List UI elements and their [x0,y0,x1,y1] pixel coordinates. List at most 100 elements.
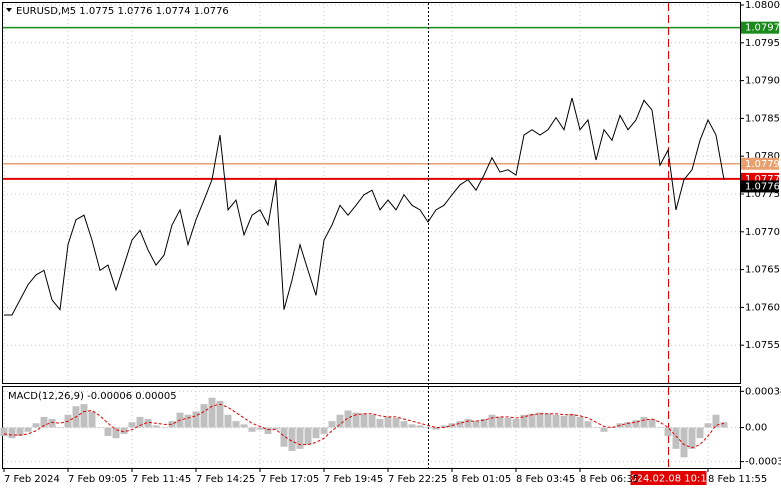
macd-bar [80,404,88,428]
macd-bar [168,421,176,428]
price-level-box [741,157,779,170]
macd-bar [488,414,496,428]
x-tick-label: 7 Feb 14:25 [196,474,255,485]
macd-bar [288,427,296,451]
macd-bar [464,419,472,428]
macd-bar [48,419,56,428]
macd-bar [528,413,536,428]
macd-bar [552,414,560,428]
macd-bar [640,416,648,428]
macd-bar [480,419,488,428]
macd-bar [128,422,136,428]
x-tick-label: 7 Feb 09:05 [68,474,127,485]
macd-bar [0,427,8,437]
macd-bar [688,427,696,449]
y-tick-label: -0.00032 [745,457,781,468]
x-tick-label: 7 Feb 19:45 [324,474,383,485]
macd-bar [184,414,192,428]
macd-bar [376,419,384,428]
macd-bar [400,421,408,428]
macd-bar [160,427,168,429]
x-tick-label: 7 Feb 17:05 [260,474,319,485]
signal-line [3,403,725,449]
price-level-label: 1.0779 [745,159,780,170]
macd-bar [472,421,480,428]
macd-bar [312,427,320,439]
y-tick-label: 1.0795 [745,38,780,49]
macd-bar [200,404,208,428]
macd-bar [600,427,608,432]
macd-bar [336,414,344,428]
macd-bar [248,427,256,432]
macd-bar [224,414,232,428]
macd-bar [216,400,224,428]
macd-bar [656,427,664,429]
macd-bar [120,427,128,434]
macd-bar [320,427,328,434]
price-level-label: 1.0777 [745,174,780,185]
macd-bar [352,412,360,428]
macd-bar [24,427,32,432]
macd-bar [408,424,416,428]
macd-bar [704,423,712,428]
macd-bar [280,427,288,447]
y-tick-label: 1.0800 [745,0,780,11]
macd-bar [584,421,592,428]
macd-bar [296,427,304,449]
macd-bar [240,424,248,428]
y-tick-label: 1.0785 [745,113,780,124]
macd-bar [104,427,112,437]
macd-bar [712,414,720,428]
macd-bar [648,419,656,428]
macd-bar [680,427,688,458]
macd-bar [112,427,120,439]
y-tick-label: 1.0775 [745,189,780,200]
macd-bar [304,427,312,445]
macd-bar [264,427,272,434]
macd-bar [368,414,376,428]
macd-bar [576,416,584,428]
macd-bar [152,425,160,428]
price-level-label: 1.0776 [745,181,780,192]
price-level-box [741,21,779,34]
y-tick-label: 0.00 [745,423,767,434]
macd-bar [456,421,464,428]
vertical-line-box [630,471,707,485]
macd-bar [432,427,440,430]
macd-bar [720,422,728,428]
x-tick-label: 8 Feb 03:45 [516,474,575,485]
price-level-label: 1.0797 [745,23,780,34]
macd-bar [664,427,672,437]
macd-bar [272,427,280,430]
y-tick-label: 1.0760 [745,302,780,313]
y-tick-label: 0.00034 [745,386,781,397]
menu-triangle [6,8,12,12]
x-tick-label: 8 Feb 06:35 [580,474,639,485]
macd-bar [344,410,352,428]
macd-bar [504,417,512,428]
x-tick-label: 7 Feb 11:45 [132,474,191,485]
price-panel-frame [2,2,741,384]
macd-bar [672,427,680,449]
x-tick-label: 7 Feb 2024 [4,474,60,485]
macd-bar [40,416,48,428]
macd-bar [568,413,576,428]
macd-bar [560,415,568,428]
macd-bar [544,413,552,428]
chart-title: EURUSD,M5 1.0775 1.0776 1.0774 1.0776 [16,6,229,17]
macd-bar [32,423,40,428]
macd-bar [360,413,368,428]
y-tick-label: 1.0790 [745,76,780,87]
macd-bar [88,411,96,428]
macd-bar [440,425,448,428]
y-tick-label: 1.0755 [745,340,780,351]
macd-bar [328,421,336,428]
macd-bar [536,412,544,428]
x-tick-label: 7 Feb 22:25 [388,474,447,485]
macd-bar [384,416,392,428]
macd-bar [192,411,200,428]
macd-bar [512,419,520,428]
vertical-line-label: 2024.02.08 10:15 [624,474,713,485]
macd-bar [496,416,504,428]
